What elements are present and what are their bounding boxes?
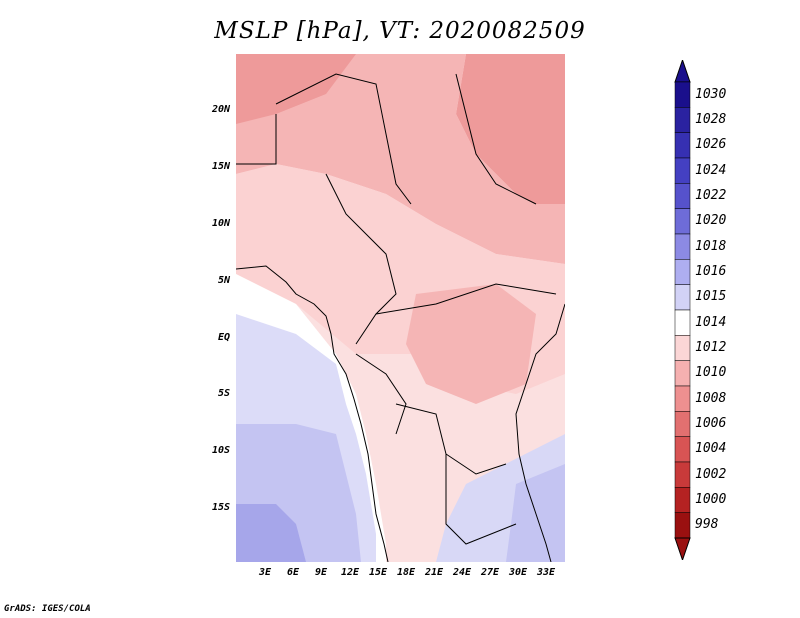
colorbar-label: 1002 [695,466,727,482]
colorbar-label: 1020 [695,213,727,229]
colorbar-swatch [674,461,691,488]
lon-label: 3E [258,567,272,578]
border-2 [455,73,537,205]
shade-1020-ocean [236,504,306,562]
borders [236,73,565,562]
colorbar-label: 1022 [695,188,727,203]
map-title: MSLP [hPa], VT: 2020082509 [214,18,586,44]
colorbar-label: 1026 [695,137,727,153]
colorbar-label: 1010 [695,365,727,381]
colorbar-swatch [674,132,691,159]
shade-1008-ne [456,54,565,204]
colorbar-swatch [674,335,691,361]
colorbar-label: 1016 [695,264,727,279]
lat-label: 15S [211,502,230,513]
border-7 [445,454,517,545]
colorbar-swatch [674,81,691,108]
lon-label: 27E [480,567,500,578]
colorbar [674,60,691,560]
colorbar-label: 1012 [695,340,727,355]
border-5 [375,283,557,315]
colorbar-swatch [674,233,691,260]
colorbar-swatch [674,157,691,184]
colorbar-label: 1000 [695,492,727,507]
colorbar-label: 1018 [695,238,727,254]
lon-label: 18E [396,567,416,578]
colorbar-swatch [674,208,691,235]
colorbar-label: 998 [695,517,719,533]
shade-1010-congo [406,284,536,404]
border-1 [275,73,412,205]
colorbar-label: 1006 [695,416,727,431]
lat-label: 15N [211,161,230,172]
colorbar-swatch [674,436,691,463]
coastline-west [236,265,389,562]
lat-label: 10N [211,218,230,229]
lon-label: 15E [368,567,388,578]
colorbar-bottom-arrow [674,537,691,560]
colorbar-swatch [674,259,691,285]
colorbar-label: 1024 [695,162,727,178]
colorbar-label: 1028 [695,112,727,127]
colorbar-label: 1008 [695,390,727,406]
border-8 [355,353,407,435]
lat-label: 5N [217,275,230,286]
mslp-map [236,54,565,562]
lat-label: EQ [217,332,230,343]
coastline-east [515,303,565,562]
colorbar-swatch [674,360,691,387]
lon-label: 9E [314,567,328,578]
colorbar-swatch [674,183,691,209]
colorbar-swatch [674,107,691,133]
colorbar-swatch [674,411,691,437]
shade-1008-nw [236,54,356,124]
lat-label: 10S [211,445,230,456]
colorbar-label: 1004 [695,441,727,457]
colorbar-top-arrow [674,60,691,83]
colorbar-label: 1015 [695,289,727,305]
colorbar-swatch [674,284,691,311]
colorbar-swatch [674,512,691,539]
colorbar-label: 1014 [695,314,727,330]
lon-label: 21E [424,567,444,578]
lon-label: 12E [340,567,360,578]
shade-1010-north [236,54,565,264]
lon-label: 30E [508,567,528,578]
lon-label: 6E [286,567,300,578]
lat-label: 5S [217,388,230,399]
colorbar-swatch [674,487,691,513]
lon-label: 33E [536,567,556,578]
border-3 [236,114,277,165]
colorbar-swatch [674,385,691,412]
footer-credit: GrADS: IGES/COLA [4,604,91,614]
lon-label: 24E [452,567,472,578]
colorbar-swatch [674,309,691,336]
colorbar-label: 1030 [695,86,727,102]
lat-label: 20N [211,104,230,115]
